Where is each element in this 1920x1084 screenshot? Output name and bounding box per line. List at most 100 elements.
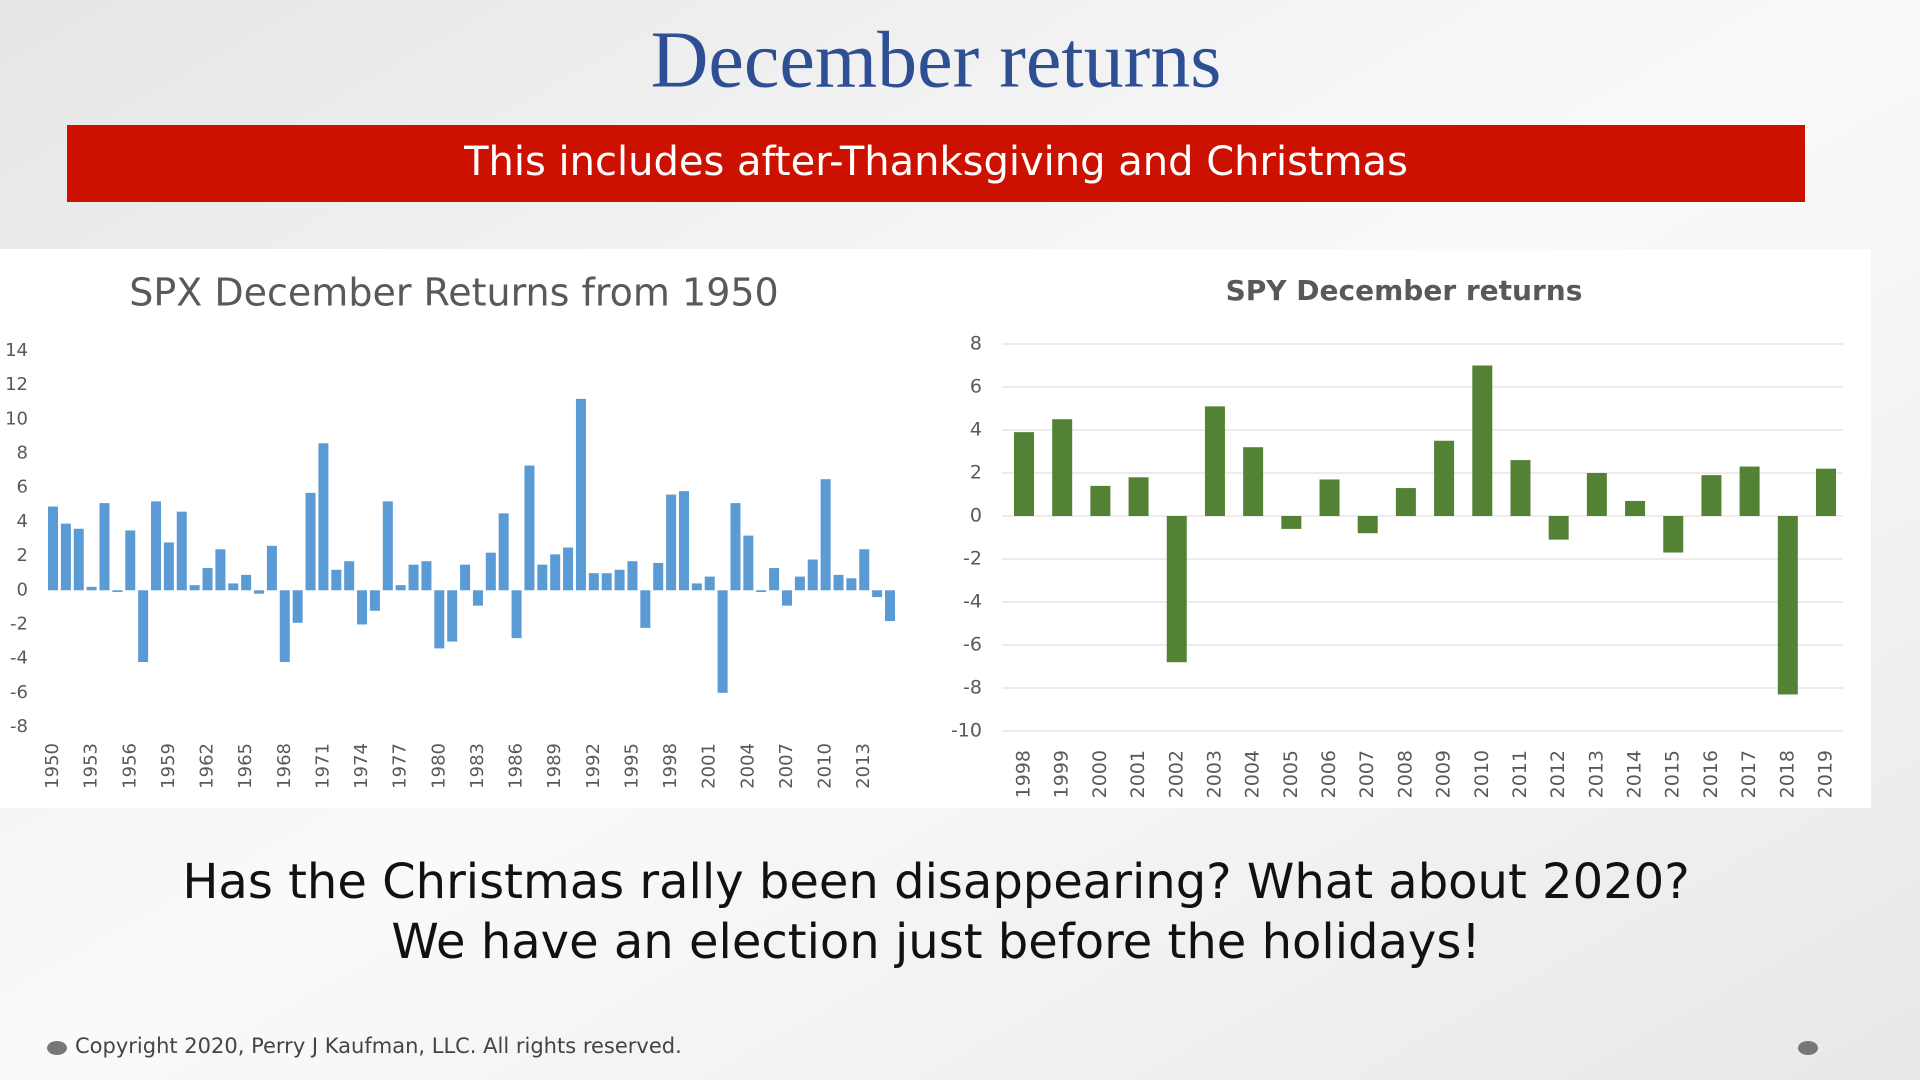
bar bbox=[704, 576, 715, 591]
bar bbox=[1663, 516, 1684, 553]
bar bbox=[357, 590, 368, 625]
x-tick-label: 1965 bbox=[235, 743, 256, 789]
y-tick-label: 6 bbox=[970, 376, 982, 398]
bar bbox=[1434, 440, 1455, 516]
x-tick-label: 1986 bbox=[506, 743, 527, 789]
y-tick-label: 2 bbox=[17, 545, 28, 566]
x-tick-label: 2014 bbox=[1624, 750, 1646, 798]
y-tick-label: 12 bbox=[5, 374, 28, 395]
banner bbox=[67, 125, 1805, 202]
bar bbox=[48, 506, 58, 591]
bar bbox=[254, 590, 265, 594]
bar bbox=[769, 568, 780, 591]
chart-panel bbox=[0, 249, 1871, 808]
x-tick-label: 2013 bbox=[853, 743, 874, 789]
x-tick-label: 2010 bbox=[815, 743, 836, 789]
slide-title: December returns bbox=[651, 16, 1222, 104]
bar bbox=[1052, 419, 1073, 516]
y-tick-label: 14 bbox=[5, 340, 28, 361]
x-tick-label: 1950 bbox=[42, 743, 63, 789]
bar bbox=[305, 492, 316, 591]
y-tick-label: -6 bbox=[963, 634, 982, 656]
bar bbox=[743, 535, 754, 591]
bar bbox=[331, 569, 342, 591]
bar bbox=[872, 590, 883, 598]
x-tick-label: 1980 bbox=[428, 743, 449, 789]
bar bbox=[176, 511, 187, 591]
x-tick-label: 2004 bbox=[737, 743, 758, 789]
x-tick-label: 1998 bbox=[1013, 750, 1035, 798]
y-tick-label: -8 bbox=[963, 677, 982, 699]
x-tick-label: 1999 bbox=[1051, 750, 1073, 798]
x-tick-label: 2012 bbox=[1547, 750, 1569, 798]
bar bbox=[627, 561, 638, 591]
x-tick-label: 1962 bbox=[197, 743, 218, 789]
bar bbox=[1243, 447, 1264, 516]
x-tick-label: 2008 bbox=[1394, 750, 1416, 798]
bar bbox=[563, 547, 574, 591]
bar bbox=[382, 501, 393, 591]
bar bbox=[112, 590, 123, 592]
bar bbox=[472, 590, 483, 606]
x-tick-label: 2010 bbox=[1471, 750, 1493, 798]
bar bbox=[511, 590, 522, 639]
bar bbox=[678, 491, 689, 591]
y-tick-label: 8 bbox=[970, 333, 982, 355]
bar bbox=[640, 590, 651, 628]
bar bbox=[434, 590, 445, 649]
y-tick-label: -8 bbox=[10, 716, 28, 737]
bar bbox=[1625, 500, 1646, 516]
x-tick-label: 2005 bbox=[1280, 750, 1302, 798]
bar bbox=[846, 578, 857, 591]
bar bbox=[99, 503, 110, 591]
bar bbox=[279, 590, 290, 663]
x-tick-label: 1968 bbox=[274, 743, 295, 789]
x-tick-label: 2017 bbox=[1738, 750, 1760, 798]
bar bbox=[1510, 460, 1531, 516]
bar bbox=[756, 590, 767, 592]
y-tick-label: 0 bbox=[17, 579, 28, 600]
bar bbox=[408, 564, 419, 591]
bar bbox=[807, 559, 818, 591]
bar bbox=[498, 513, 509, 591]
bar bbox=[820, 479, 831, 591]
y-tick-label: -10 bbox=[951, 720, 982, 742]
y-tick-label: 10 bbox=[5, 408, 28, 429]
y-tick-label: -6 bbox=[10, 682, 28, 703]
bar bbox=[189, 585, 200, 591]
x-tick-label: 2002 bbox=[1165, 750, 1187, 798]
bar bbox=[550, 554, 561, 591]
chart-title: SPX December Returns from 1950 bbox=[129, 271, 778, 315]
banner-text: This includes after-Thanksgiving and Chr… bbox=[463, 139, 1408, 185]
y-tick-label: 0 bbox=[970, 505, 982, 527]
bar bbox=[447, 590, 458, 642]
footer: Copyright 2020, Perry J Kaufman, LLC. Al… bbox=[75, 1034, 682, 1058]
bar bbox=[86, 586, 97, 591]
bar bbox=[653, 562, 664, 591]
bar bbox=[138, 590, 149, 663]
bar bbox=[601, 573, 612, 591]
x-tick-label: 2019 bbox=[1815, 750, 1837, 798]
bar bbox=[1395, 488, 1416, 516]
x-tick-label: 1971 bbox=[312, 743, 333, 789]
bar bbox=[588, 573, 599, 591]
bar bbox=[1204, 406, 1225, 516]
bar bbox=[1014, 432, 1034, 516]
x-tick-label: 2009 bbox=[1433, 750, 1455, 798]
y-tick-label: 2 bbox=[970, 462, 982, 484]
bar bbox=[730, 503, 741, 591]
bar bbox=[292, 590, 303, 623]
bullet bbox=[47, 1041, 67, 1055]
bar bbox=[885, 590, 895, 622]
chart-title: SPY December returns bbox=[1226, 274, 1583, 307]
bar bbox=[524, 465, 535, 591]
x-tick-label: 2001 bbox=[1127, 750, 1149, 798]
bar bbox=[202, 568, 213, 591]
bar bbox=[1548, 516, 1569, 540]
x-tick-label: 1959 bbox=[158, 743, 179, 789]
x-tick-label: 2018 bbox=[1776, 750, 1798, 798]
bar bbox=[614, 569, 625, 591]
bar bbox=[859, 549, 870, 591]
